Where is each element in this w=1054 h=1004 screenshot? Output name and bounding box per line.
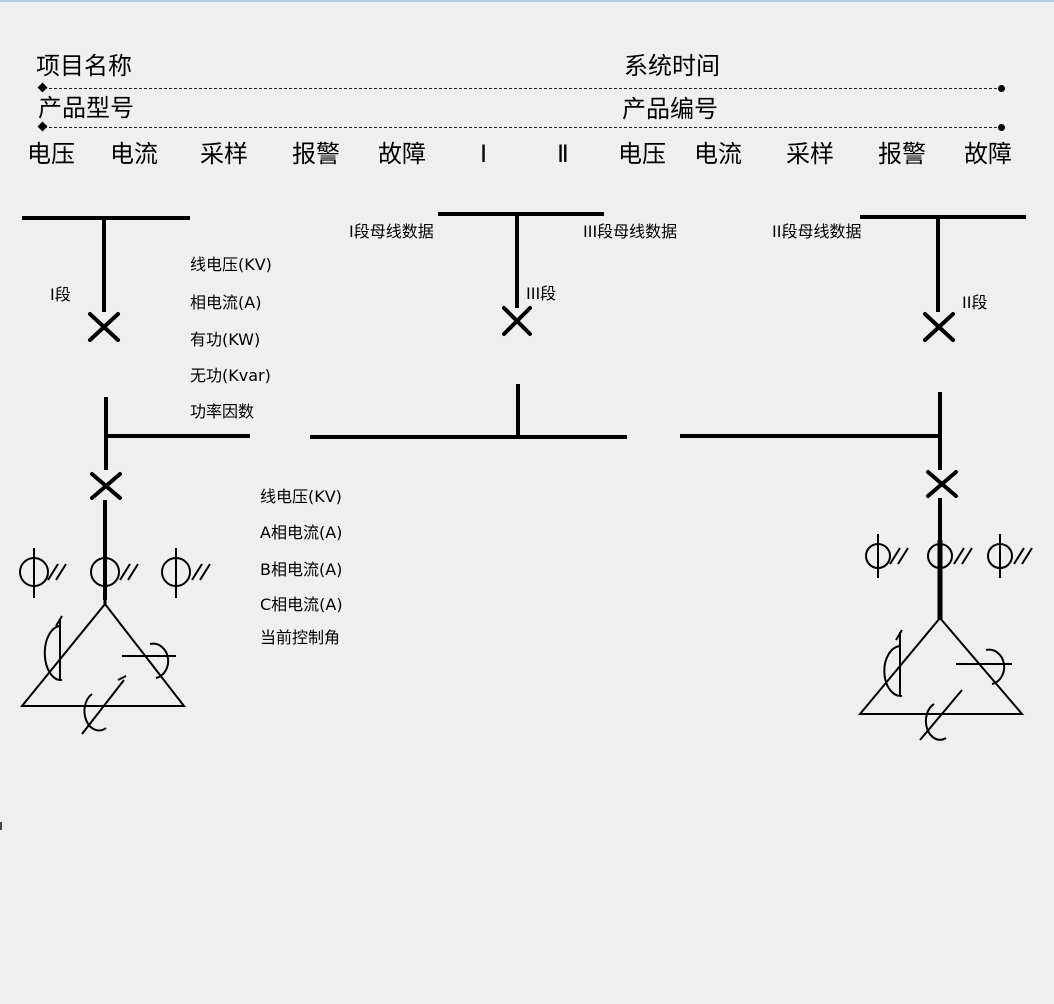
window-top-border — [0, 0, 1054, 2]
bus-phase-current-label: 相电流(A) — [190, 293, 262, 312]
load-phase-c-current-label: C相电流(A) — [260, 595, 343, 614]
load-right-symbol — [857, 498, 1033, 741]
status-alarm-right: 报警 — [878, 140, 926, 168]
row-marker-right — [998, 124, 1005, 131]
status-section-2: Ⅱ — [557, 140, 569, 168]
product-number-label: 产品编号 — [622, 95, 718, 123]
section-3-label: III段 — [526, 284, 557, 303]
system-time-label: 系统时间 — [624, 52, 720, 80]
load-phase-b-current-label: B相电流(A) — [260, 560, 343, 579]
breaker-section-2-icon — [923, 312, 955, 342]
status-section-1: Ⅰ — [480, 140, 488, 168]
bus-active-power-label: 有功(KW) — [190, 330, 261, 349]
load-control-angle-label: 当前控制角 — [260, 628, 341, 647]
status-fault-left: 故障 — [378, 140, 426, 168]
status-alarm-left: 报警 — [292, 140, 340, 168]
status-sampling-left: 采样 — [200, 140, 248, 168]
bus-1-data-label: I段母线数据 — [349, 222, 434, 241]
load-line-voltage-label: 线电压(KV) — [260, 487, 342, 506]
status-voltage-left: 电压 — [27, 140, 75, 168]
header-divider-1 — [44, 88, 1002, 89]
load-phase-a-current-label: A相电流(A) — [260, 523, 343, 542]
breaker-section-3-icon — [502, 306, 532, 336]
bus-power-factor-label: 功率因数 — [190, 402, 255, 421]
status-voltage-right: 电压 — [618, 140, 666, 168]
header-divider-2 — [44, 127, 1002, 128]
project-name-label: 项目名称 — [36, 52, 132, 80]
breaker-section-1-icon — [88, 312, 120, 342]
bus-2-data-label: II段母线数据 — [772, 222, 862, 241]
row-marker-right — [998, 85, 1005, 92]
status-current-left: 电流 — [110, 140, 158, 168]
product-model-label: 产品型号 — [38, 94, 134, 122]
bus-3-data-label: III段母线数据 — [583, 222, 678, 241]
load-left-symbol — [19, 500, 211, 735]
section-1-label: I段 — [50, 285, 71, 304]
edge-tick — [0, 822, 2, 830]
bus-line-voltage-label: 线电压(KV) — [190, 255, 272, 274]
breaker-load-right-icon — [926, 470, 958, 498]
section-2-label: II段 — [962, 293, 988, 312]
breaker-load-left-icon — [90, 472, 122, 500]
status-fault-right: 故障 — [964, 140, 1012, 168]
status-current-right: 电流 — [694, 140, 742, 168]
status-sampling-right: 采样 — [786, 140, 834, 168]
bus-reactive-power-label: 无功(Kvar) — [190, 366, 271, 385]
